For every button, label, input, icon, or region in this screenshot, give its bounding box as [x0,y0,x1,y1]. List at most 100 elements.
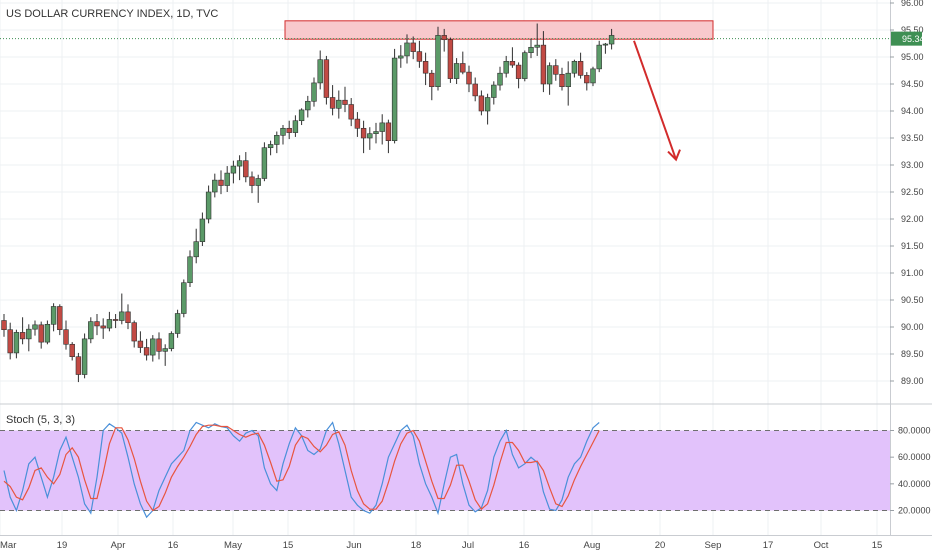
candle-body [416,51,423,62]
stoch-tick-label: 60.0000 [898,452,931,462]
candle-body [534,44,540,48]
price-tick-label: 93.50 [901,133,924,143]
candle-body [348,104,354,120]
candle-body [224,172,230,186]
time-tick-label: 16 [519,540,530,550]
candle-body [280,127,286,136]
candle-body [472,83,478,97]
candle-body [205,191,212,220]
candle-body [32,324,38,330]
candle-body [385,122,392,141]
candle-body [249,176,255,186]
candle-body [577,61,584,76]
candle-body [379,122,385,132]
candle-body [503,61,509,74]
time-tick-label: Jun [346,540,361,550]
candle-body [298,109,305,122]
candle-body [143,347,150,356]
candle-body [329,97,336,109]
candle-body [255,178,261,186]
candle-body [212,179,218,193]
candle-body [491,84,497,98]
candle-body [410,42,416,52]
candle-body [57,306,63,331]
time-tick-label: Apr [111,540,126,550]
candle-body [478,95,485,112]
candle-body [243,160,249,178]
candle-body [119,311,125,321]
candle-body [311,82,317,102]
candle-body [137,340,144,348]
stoch-tick-label: 80.0000 [898,426,931,436]
time-tick-label: 16 [168,540,179,550]
price-tick-label: 96.00 [901,0,924,8]
candle-body [168,333,175,349]
candle-body [522,52,528,79]
candle-body [391,57,398,142]
candle-body [26,328,32,340]
time-tick-label: Oct [814,540,829,550]
candle-body [602,43,609,46]
last-price-badge [891,31,922,46]
stochastic-lines [3,421,600,519]
candle-body [323,59,330,98]
price-tick-label: 90.50 [901,295,924,305]
candle-body [75,356,82,375]
price-tick-label: 91.00 [901,268,924,278]
candle-body [69,343,75,357]
candle-body [509,61,516,66]
candle-body [193,241,199,258]
candle-body [342,99,348,105]
candle-body [453,63,460,79]
candle-body [429,72,435,87]
price-tick-label: 95.50 [901,25,924,35]
price-tick-label: 91.50 [901,241,924,251]
candle-body [286,127,292,133]
candle-body [571,61,578,74]
chart-title: US DOLLAR CURRENCY INDEX, 1D, TVC [6,8,218,20]
price-tick-label: 94.00 [901,106,924,116]
candle-body [131,322,137,342]
candle-body [354,118,361,129]
time-tick-label: Jul [462,540,474,550]
candle-body [63,329,69,345]
last-price-label: 95.34 [902,34,925,44]
price-axis: 89.00 89.50 90.00 90.50 91.00 91.50 92.00 92.50… [890,0,931,516]
stoch-d-line [3,424,600,512]
candle-body [596,44,602,70]
time-tick-label: 15 [872,540,883,550]
candle-body [156,338,162,352]
candle-body [267,144,274,149]
candle-body [460,63,466,73]
candle-body [236,160,243,167]
time-tick-label: Aug [584,540,601,550]
down-arrow-icon [633,40,681,162]
candle-body [174,313,181,334]
price-tick-label: 93.00 [901,160,924,170]
time-tick-label: Mar [0,540,16,550]
time-tick-label: May [224,540,242,550]
candle-body [150,338,156,356]
candle-body [261,147,268,179]
candle-body [422,61,429,74]
candle-body [360,127,367,139]
candle-body [447,39,454,79]
candle-body [441,35,447,41]
price-tick-label: 92.00 [901,214,924,224]
candle-body [181,282,187,314]
candle-body [466,71,472,85]
price-tick-label: 89.00 [901,376,924,386]
candle-body [7,329,13,354]
candle-body [187,256,193,284]
candle-body [398,55,404,59]
candle-body [373,131,379,134]
candle-body [515,64,522,79]
candle-body [1,320,7,330]
time-tick-label: 17 [763,540,774,550]
candle-body [13,332,20,354]
candlestick-series [1,23,615,383]
time-tick-label: Sep [705,540,722,550]
candle-body [528,46,534,53]
